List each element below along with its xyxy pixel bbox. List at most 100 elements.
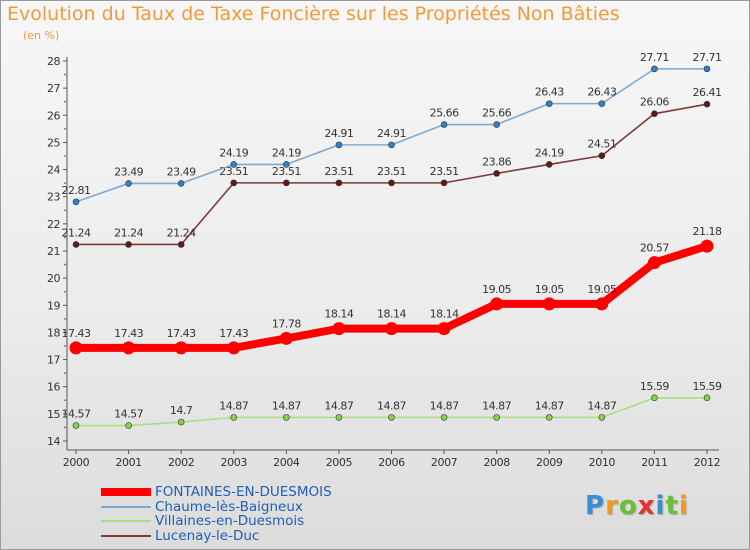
y-tick-label: 14 xyxy=(47,435,60,448)
data-label: 14.87 xyxy=(219,399,248,412)
data-point xyxy=(283,161,290,168)
data-point xyxy=(335,141,343,149)
data-point xyxy=(437,322,451,336)
logo-letter: i xyxy=(655,491,666,521)
x-tick-label: 2009 xyxy=(536,456,563,469)
data-label: 17.43 xyxy=(219,327,248,340)
data-point xyxy=(174,341,188,355)
data-label: 18.14 xyxy=(430,308,459,321)
y-minor-tick xyxy=(64,236,66,239)
y-tick-label: 22 xyxy=(47,218,60,231)
data-point xyxy=(72,241,80,248)
data-label: 23.51 xyxy=(430,165,459,178)
data-label: 19.05 xyxy=(535,283,564,296)
data-point xyxy=(177,418,185,426)
data-label: 20.57 xyxy=(640,242,669,255)
y-minor-tick xyxy=(64,73,66,76)
data-label: 26.43 xyxy=(535,86,564,99)
proxiti-logo: Proxiti xyxy=(585,491,689,521)
data-point xyxy=(230,161,238,168)
data-label: 23.51 xyxy=(219,165,248,178)
data-point xyxy=(440,414,448,421)
y-minor-tick xyxy=(64,100,66,103)
x-tick-label: 2006 xyxy=(378,456,405,469)
data-point xyxy=(493,121,500,128)
data-point xyxy=(703,100,711,108)
data-label: 24.91 xyxy=(324,127,353,140)
data-label: 18.14 xyxy=(377,308,406,321)
data-label: 26.43 xyxy=(587,86,616,99)
x-tick-label: 2002 xyxy=(168,456,194,469)
data-label: 24.91 xyxy=(377,127,406,140)
legend-label: Lucenay-le-Duc xyxy=(155,527,260,544)
y-tick-label: 16 xyxy=(47,381,60,394)
data-label: 23.51 xyxy=(272,165,301,178)
x-tick-label: 2003 xyxy=(221,456,248,469)
x-tick-label: 2005 xyxy=(326,456,353,469)
data-label: 14.87 xyxy=(377,399,406,412)
data-label: 17.43 xyxy=(114,327,143,340)
data-point xyxy=(493,414,500,421)
data-label: 23.49 xyxy=(114,165,143,178)
legend-swatch xyxy=(101,520,151,522)
data-point xyxy=(490,297,504,311)
data-label: 15.59 xyxy=(693,380,722,393)
data-point xyxy=(388,141,395,149)
y-minor-tick xyxy=(64,263,66,266)
x-tick-label: 2010 xyxy=(589,456,616,469)
data-label: 21.24 xyxy=(167,226,196,239)
data-point xyxy=(703,394,711,402)
data-point xyxy=(595,297,609,311)
data-label: 14.87 xyxy=(430,399,459,412)
x-tick-label: 2000 xyxy=(63,456,90,469)
x-tick-label: 2007 xyxy=(431,456,458,469)
y-tick-label: 15 xyxy=(47,408,60,421)
data-label: 17.43 xyxy=(167,327,196,340)
legend-label: FONTAINES-EN-DUESMOIS xyxy=(155,484,332,500)
y-minor-tick xyxy=(64,345,66,347)
y-tick-label: 26 xyxy=(47,109,60,122)
logo-letter: r xyxy=(605,491,619,521)
data-label: 14.57 xyxy=(62,408,91,421)
data-point xyxy=(72,198,80,206)
logo-letter: x xyxy=(637,491,656,521)
y-minor-tick xyxy=(64,372,66,375)
data-label: 25.66 xyxy=(430,107,459,120)
data-label: 14.87 xyxy=(535,399,564,412)
legend-swatch xyxy=(101,505,151,508)
data-label: 17.43 xyxy=(62,327,91,340)
data-point xyxy=(651,65,658,73)
chart-unit-label: (en %) xyxy=(23,29,60,42)
data-label: 24.19 xyxy=(272,146,301,159)
data-label: 24.51 xyxy=(587,138,616,151)
data-label: 21.24 xyxy=(62,226,91,239)
y-minor-tick xyxy=(64,290,66,293)
data-point xyxy=(542,297,556,311)
data-point xyxy=(385,322,398,336)
data-point xyxy=(545,161,553,168)
data-point xyxy=(332,322,346,336)
y-tick-label: 28 xyxy=(47,55,60,68)
y-tick-label: 21 xyxy=(47,245,60,258)
legend-label: Villaines-en-Duesmois xyxy=(155,513,305,529)
y-minor-tick xyxy=(64,317,66,320)
y-minor-tick xyxy=(64,426,66,429)
data-point xyxy=(177,180,185,187)
data-point xyxy=(72,422,80,429)
data-point xyxy=(283,414,290,421)
y-tick-label: 19 xyxy=(47,299,60,312)
data-point xyxy=(230,179,238,187)
data-label: 14.87 xyxy=(587,399,616,412)
data-point xyxy=(122,341,136,355)
y-minor-tick xyxy=(64,127,66,130)
data-point xyxy=(440,121,448,128)
data-point xyxy=(651,394,658,402)
data-point xyxy=(388,414,395,421)
y-tick-label: 23 xyxy=(47,191,60,204)
legend-swatch xyxy=(101,534,151,537)
data-label: 14.87 xyxy=(272,399,301,412)
data-label: 17.78 xyxy=(272,317,301,330)
data-point xyxy=(125,422,132,429)
